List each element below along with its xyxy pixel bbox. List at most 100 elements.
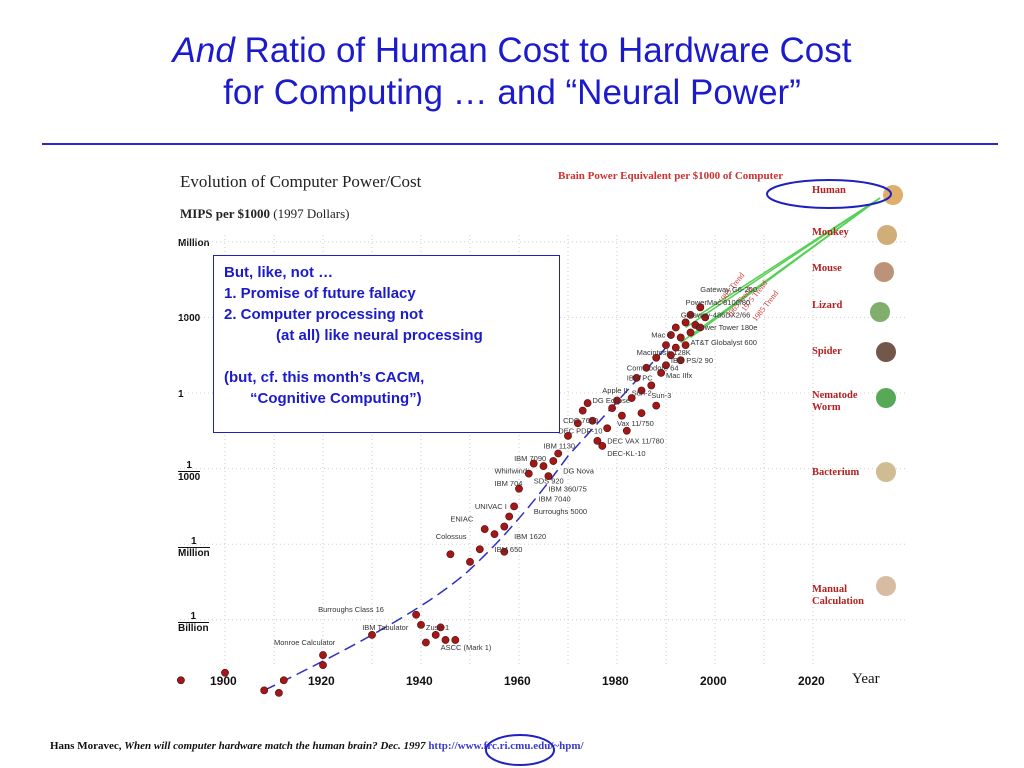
machine-label: IBM 650 xyxy=(495,545,523,554)
machine-label: Power Tower 180e xyxy=(695,323,757,332)
data-point xyxy=(436,623,445,632)
historical-trend-line xyxy=(263,347,667,692)
data-point xyxy=(667,331,675,339)
category-lizard: Lizard xyxy=(812,300,843,311)
y-tick-1: 1 xyxy=(178,389,184,400)
data-point xyxy=(696,303,705,312)
data-point xyxy=(549,457,558,465)
data-point xyxy=(681,318,690,327)
y-tick-denominator: Billion xyxy=(178,623,209,634)
y-tick-label: 1000 xyxy=(178,313,201,324)
data-point xyxy=(421,638,430,647)
machine-label: Apple II xyxy=(602,386,627,395)
machine-label: Whirlwind xyxy=(495,467,528,476)
machine-label: CDC 7600 xyxy=(563,416,598,425)
points-layer xyxy=(176,303,710,697)
machine-label: Commodore 64 xyxy=(627,363,679,372)
label-layer: Burroughs Class 16 IBM Tabulator Monroe Ca… xyxy=(274,285,757,652)
data-point xyxy=(505,512,514,521)
machine-label: DEC-KL-10 xyxy=(607,449,645,458)
machine-label: DEC PDP-10 xyxy=(558,426,602,435)
data-point xyxy=(554,449,563,458)
machine-label: UNIVAC I xyxy=(475,502,507,511)
callout-box: But, like, not … 1. Promise of future fa… xyxy=(213,255,560,433)
animal-icon xyxy=(883,185,903,205)
machine-label: IBM 1130 xyxy=(544,441,576,450)
data-point xyxy=(510,502,518,511)
y-tick-numerator: 1 xyxy=(178,536,210,548)
slide-title: And Ratio of Human Cost to Hardware Cost… xyxy=(0,30,1024,114)
y-tick-million: Million xyxy=(178,238,210,249)
callout-line: (but, cf. this month’s CACM, xyxy=(224,369,425,386)
data-point xyxy=(681,341,690,350)
y-tick-millionth: 1 Million xyxy=(178,536,210,559)
machine-label: Mac IIfx xyxy=(666,371,693,380)
callout-line: (at all) like neural processing xyxy=(276,327,483,344)
data-point xyxy=(686,328,695,337)
data-point xyxy=(260,686,269,695)
y-tick-denominator: Million xyxy=(178,548,210,559)
animal-icon xyxy=(874,262,894,282)
x-tick-1980: 1980 xyxy=(602,674,629,688)
data-point xyxy=(637,409,646,418)
data-point xyxy=(529,459,538,468)
data-point xyxy=(490,530,499,539)
trend-line xyxy=(690,197,881,339)
citation-title: When will computer hardware match the hu… xyxy=(124,740,426,752)
data-point xyxy=(603,424,612,433)
data-point xyxy=(593,436,602,445)
machine-label: Mac II xyxy=(651,331,671,340)
data-point xyxy=(451,636,460,644)
animal-layer xyxy=(870,185,903,596)
y-tick-denominator: 1000 xyxy=(178,472,201,483)
machine-label: Zuse-1 xyxy=(426,623,449,632)
data-point xyxy=(662,341,670,350)
data-point xyxy=(632,373,641,382)
data-point xyxy=(412,610,420,619)
callout-line: “Cognitive Computing”) xyxy=(250,390,422,407)
citation: Hans Moravec, When will computer hardwar… xyxy=(50,740,584,752)
data-point xyxy=(564,431,572,440)
callout-spacer xyxy=(224,346,559,367)
data-point xyxy=(417,620,425,629)
x-tick-1960: 1960 xyxy=(504,674,531,688)
data-point xyxy=(676,333,685,342)
x-tick-1940: 1940 xyxy=(406,674,433,688)
data-point xyxy=(319,661,327,670)
callout-line: 2. Computer processing not xyxy=(224,306,424,323)
brain-equivalent-title: Brain Power Equivalent per $1000 of Comp… xyxy=(558,170,784,182)
callout-line: 1. Promise of future fallacy xyxy=(224,285,416,302)
machine-label: SDS 920 xyxy=(534,477,564,486)
category-nematode-worm: Nematode Worm xyxy=(812,390,858,413)
machine-label: IBM PS/2 90 xyxy=(671,356,713,365)
slide-title-emphasis: And xyxy=(172,31,235,70)
data-point xyxy=(431,631,440,639)
category-monkey: Monkey xyxy=(812,227,849,238)
machine-label: Macintosh-128K xyxy=(637,348,691,357)
machine-label: Burroughs Class 16 xyxy=(318,605,384,614)
citation-link[interactable]: http://www.frc.ri.cmu.edu/~hpm/ xyxy=(428,740,584,752)
data-point xyxy=(696,323,705,332)
machine-label: Burroughs 5000 xyxy=(534,507,587,516)
data-point xyxy=(500,522,509,531)
data-point xyxy=(539,462,548,470)
y-tick-label: 1 xyxy=(178,389,184,400)
data-point xyxy=(647,381,656,390)
category-bacterium: Bacterium xyxy=(812,467,860,478)
machine-label: IBM 704 xyxy=(495,479,523,488)
category-spider: Spider xyxy=(812,346,842,357)
slide-title-line1: And Ratio of Human Cost to Hardware Cost xyxy=(0,30,1024,72)
animal-icon xyxy=(876,462,896,482)
machine-label: IBM PC xyxy=(627,373,653,382)
machine-label: Monroe Calculator xyxy=(274,638,336,647)
data-point xyxy=(598,442,607,450)
callout-line: But, like, not … xyxy=(224,264,334,281)
slide-title-rest: Ratio of Human Cost to Hardware Cost xyxy=(234,31,852,70)
data-point xyxy=(701,313,710,322)
data-point xyxy=(676,356,685,365)
machine-label: Sun-2 xyxy=(632,389,652,398)
category-human: Human xyxy=(812,185,846,196)
slide-title-line2: for Computing … and “Neural Power” xyxy=(223,73,801,112)
data-point xyxy=(652,353,661,362)
